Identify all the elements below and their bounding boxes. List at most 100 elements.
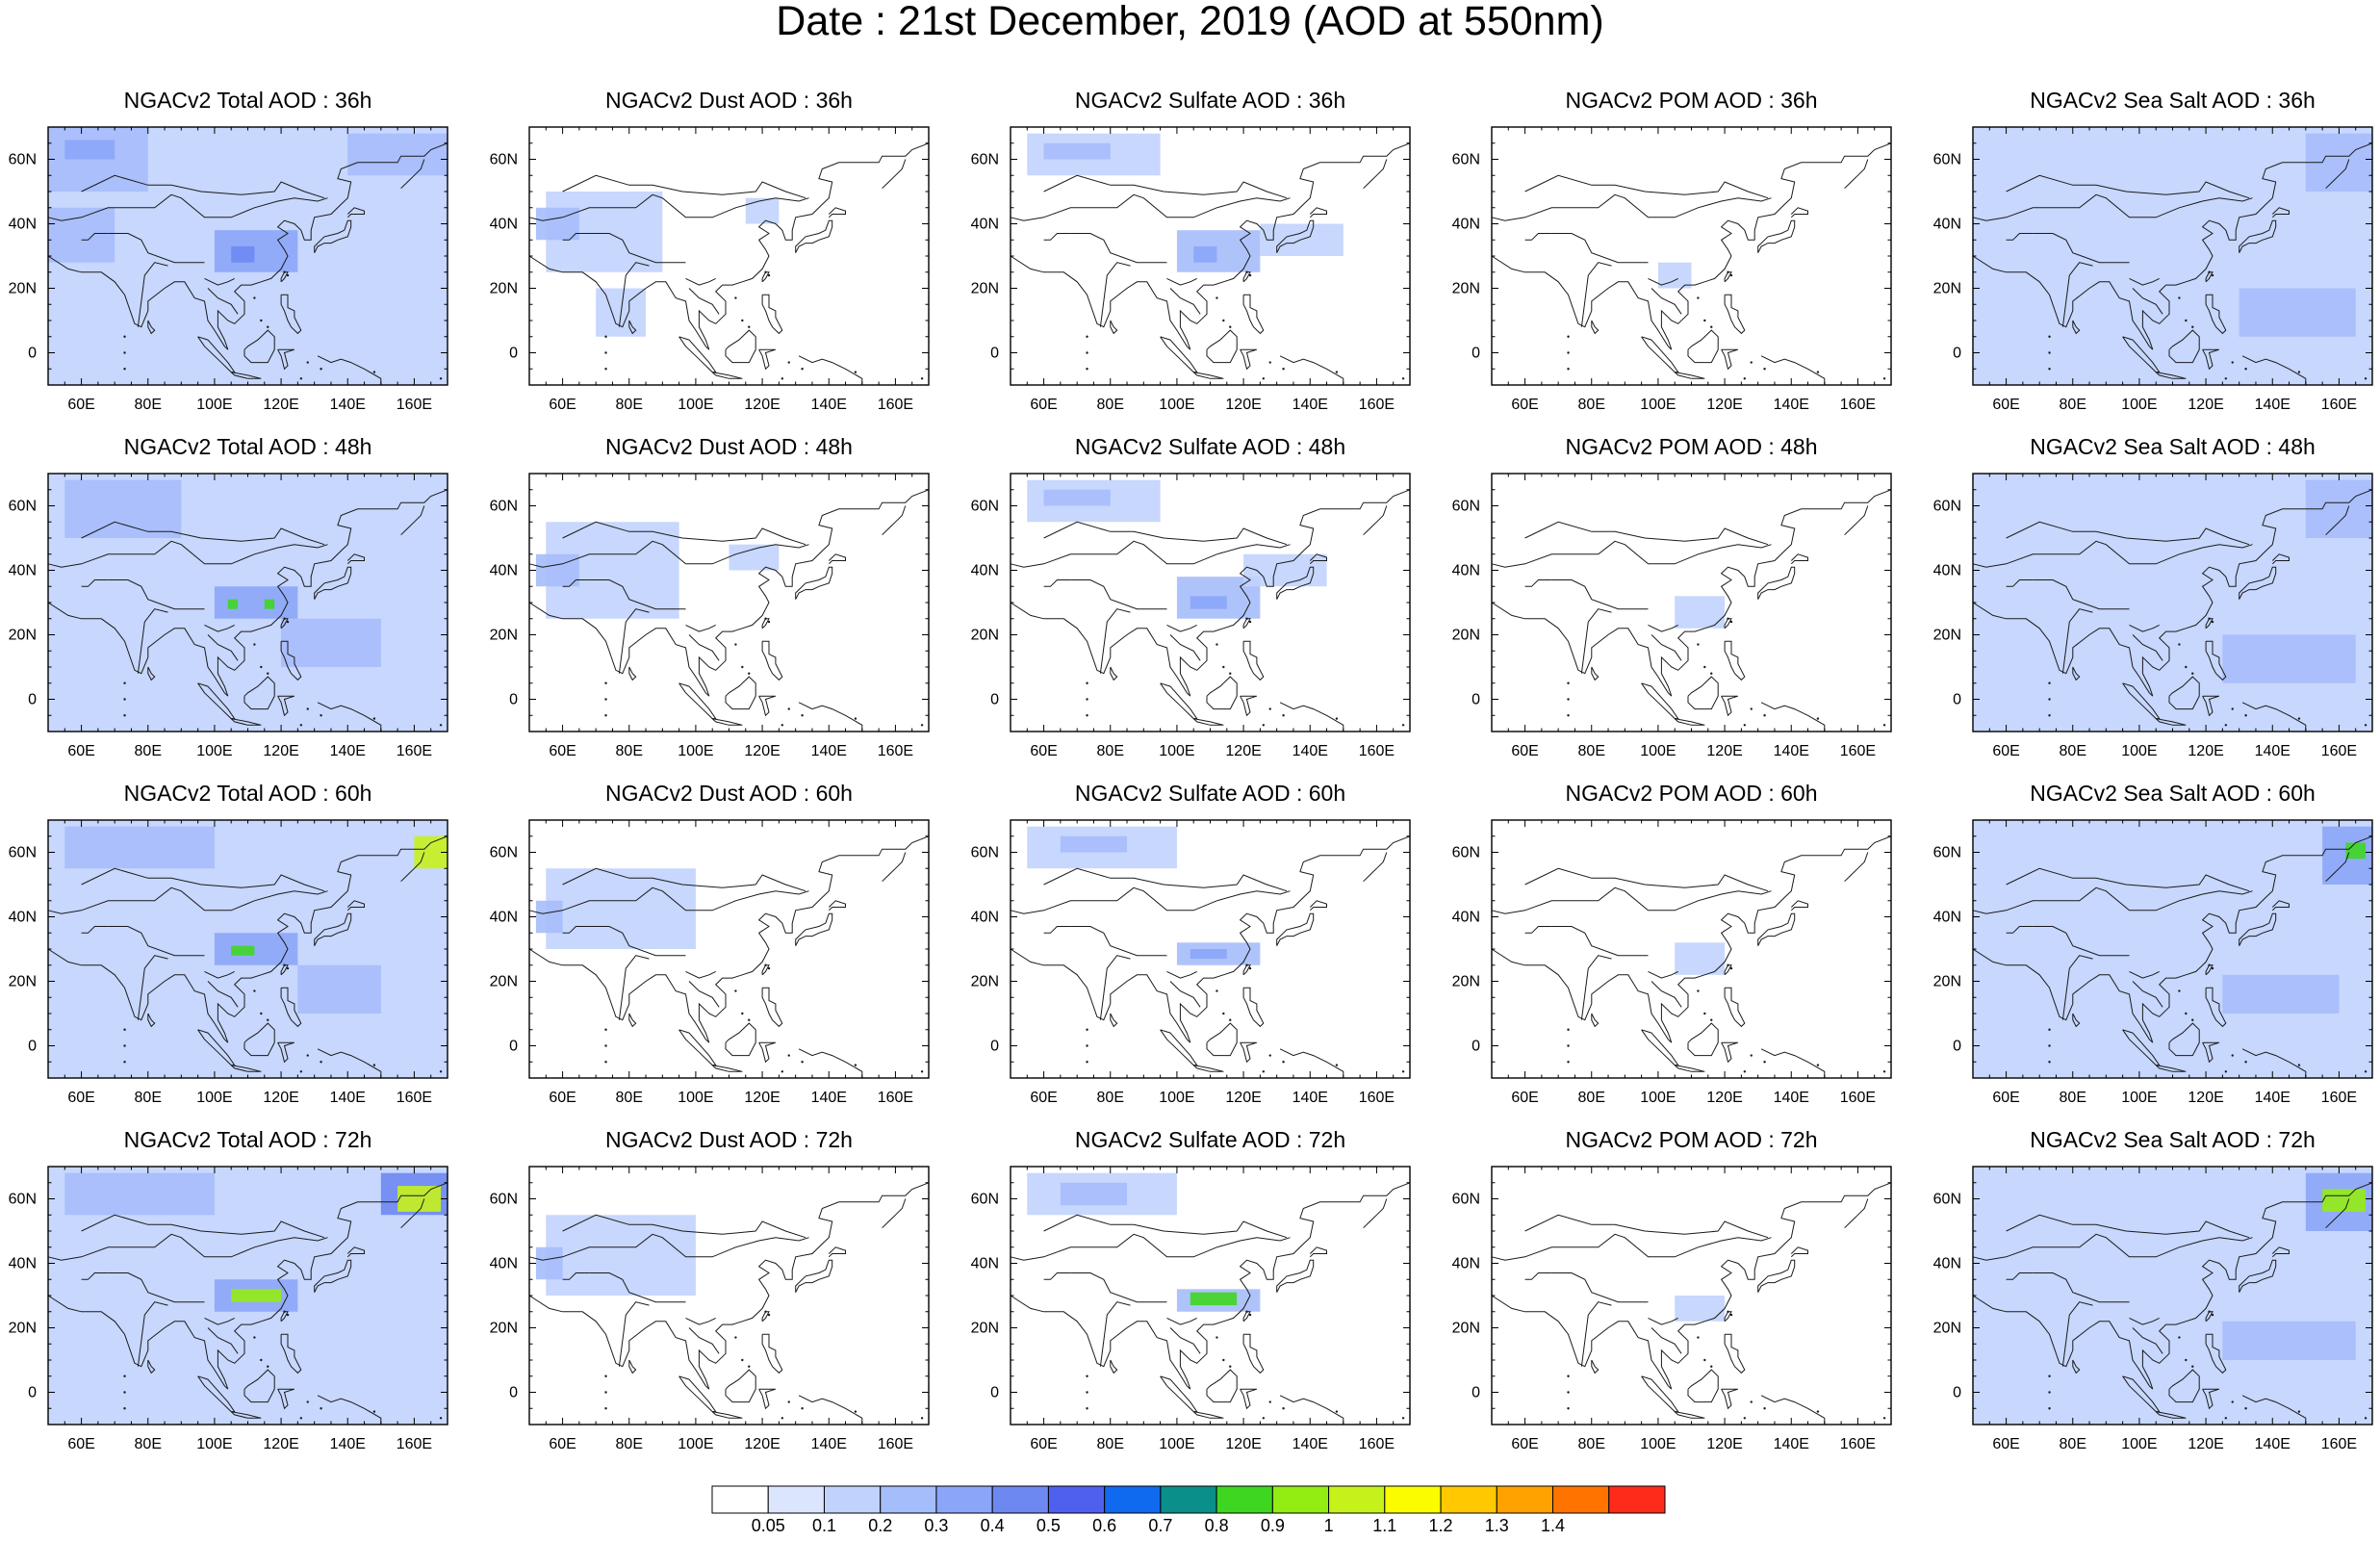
island-12: [439, 1070, 443, 1073]
coastline-12: [1972, 193, 2253, 221]
island-5: [1567, 1061, 1570, 1064]
panel-title: NGACv2 Dust AOD : 36h: [605, 88, 853, 113]
aod-plume-2: [1176, 230, 1261, 272]
x-tick-label: 160E: [1359, 1090, 1395, 1106]
y-tick-label: 20N: [1933, 628, 1961, 644]
x-tick-label: 160E: [1359, 397, 1395, 413]
map-panel-sulfate-36h: NGACv2 Sulfate AOD : 36h 60E 80E 100E 120E 14…: [971, 89, 1411, 424]
coastline-3: [2271, 900, 2290, 912]
island-8: [2224, 724, 2228, 727]
coastline-1: [400, 852, 425, 883]
coastline-15: [562, 1214, 806, 1239]
coastline-17: [204, 624, 235, 632]
coastline-6: [2155, 372, 2187, 379]
coastline-16: [1580, 262, 1612, 327]
aod-plume-0: [1973, 127, 2372, 385]
island-6: [1567, 351, 1570, 354]
coastline-12: [47, 540, 328, 568]
island-8: [1262, 1417, 1266, 1420]
y-tick-label: 20N: [9, 628, 37, 644]
island-1: [2211, 966, 2214, 970]
x-tick-label: 100E: [2121, 397, 2157, 413]
island-1: [286, 620, 290, 624]
y-tick-label: 20N: [490, 1321, 518, 1337]
coastline-16: [2061, 955, 2093, 1020]
island-8: [1743, 1070, 1747, 1073]
island-5: [2048, 1061, 2051, 1064]
y-tick-label: 0: [28, 692, 37, 708]
coastline-1: [882, 1198, 907, 1229]
colorbar: 0.05 0.1 0.2 0.3 0.4 0.5 0.6 0.7 0.8 0.9 1 1.1 1.2 1.…: [711, 1485, 1666, 1536]
island-1: [1729, 273, 1733, 277]
coastline-6: [1192, 718, 1224, 726]
y-tick-label: 40N: [490, 1256, 518, 1272]
axis-ticks: 60E 80E 100E 120E 140E 160E 60N 40N 20N 0: [490, 1166, 930, 1452]
island-7: [2048, 1374, 2051, 1377]
coastline-9: [761, 640, 783, 681]
coastline-6: [1674, 718, 1705, 726]
x-tick-label: 160E: [1359, 1436, 1395, 1452]
island-7: [1086, 335, 1088, 338]
island-2: [1703, 1358, 1706, 1362]
island-0: [283, 963, 286, 966]
coastline-17: [2129, 1317, 2160, 1325]
coastline-1: [2325, 1198, 2350, 1229]
map-plot: 60E 80E 100E 120E 140E 160E 60N 40N 20N 0: [1933, 126, 2373, 413]
aod-plume-1: [1043, 142, 1111, 160]
x-tick-label: 60E: [1992, 743, 2019, 759]
coastline-1: [1363, 1198, 1388, 1229]
island-1: [1248, 966, 1252, 970]
coastline-16: [1099, 262, 1131, 327]
coastline-16: [618, 955, 650, 1020]
x-tick-label: 100E: [678, 397, 713, 413]
coastline-6: [1674, 1065, 1705, 1072]
coastline-13: [2033, 1272, 2130, 1303]
island-10: [2244, 368, 2247, 371]
coastline-13: [2033, 926, 2130, 957]
island-5: [1086, 368, 1088, 371]
coastline-2: [314, 1259, 352, 1293]
coastlines: [1010, 835, 1411, 1078]
x-tick-label: 100E: [1640, 1090, 1676, 1106]
x-tick-label: 140E: [1292, 397, 1328, 413]
map-panel-total-72h: NGACv2 Total AOD : 72h 60E 80E 100E 120E 140E…: [9, 1128, 448, 1463]
island-4: [2178, 643, 2181, 646]
y-tick-label: 20N: [1452, 628, 1480, 644]
coastline-14: [2006, 1272, 2034, 1280]
coastline-18: [1651, 634, 1682, 661]
x-tick-label: 100E: [1640, 1436, 1676, 1452]
y-tick-label: 0: [509, 346, 518, 362]
x-tick-label: 60E: [1992, 1090, 2019, 1106]
island-0: [2208, 617, 2211, 620]
aod-plume-1: [64, 826, 215, 869]
y-tick-label: 20N: [971, 628, 999, 644]
island-8: [2224, 1417, 2228, 1420]
x-tick-label: 60E: [67, 743, 94, 759]
colorbar-swatch-7: [1104, 1485, 1162, 1514]
coastline-13: [1551, 926, 1649, 957]
axis-ticks: 60E 80E 100E 120E 140E 160E 60N 40N 20N 0: [1452, 1166, 1892, 1452]
y-tick-label: 40N: [9, 563, 37, 579]
x-tick-label: 60E: [1030, 1436, 1057, 1452]
map-panel-dust-72h: NGACv2 Dust AOD : 72h 60E 80E 100E 120E 140E 1…: [490, 1128, 930, 1463]
y-tick-label: 60N: [1933, 499, 1961, 515]
x-tick-label: 160E: [1840, 397, 1876, 413]
y-tick-label: 40N: [1452, 1256, 1480, 1272]
island-0: [1245, 270, 1248, 273]
island-3: [1710, 672, 1713, 675]
coastline-3: [1309, 553, 1327, 565]
island-6: [604, 1391, 607, 1394]
coastline-9: [1242, 640, 1265, 681]
coastline-8: [1240, 348, 1258, 371]
island-8: [299, 377, 303, 380]
coastlines: [47, 142, 448, 385]
x-tick-label: 160E: [1840, 1090, 1876, 1106]
coastline-3: [828, 207, 846, 218]
y-tick-label: 0: [509, 1039, 518, 1055]
coastline-3: [346, 1246, 365, 1258]
island-10: [320, 368, 322, 371]
coastline-14: [562, 1272, 590, 1280]
x-tick-label: 120E: [2188, 1436, 2223, 1452]
coastline-17: [685, 277, 716, 286]
coastline-16: [137, 262, 168, 327]
